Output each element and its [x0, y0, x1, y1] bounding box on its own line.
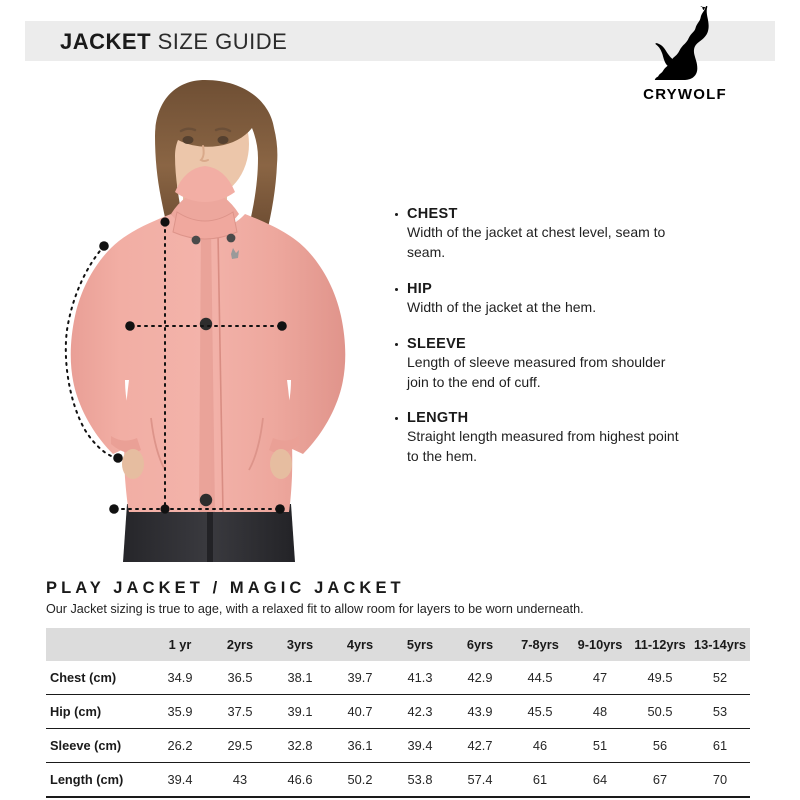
bullet-icon [395, 287, 398, 291]
column-header-5yrs: 5yrs [390, 628, 450, 661]
measure-item-hip: HIP Width of the jacket at the hem. [393, 281, 683, 318]
column-header-6yrs: 6yrs [450, 628, 510, 661]
measure-item-length: LENGTH Straight length measured from hig… [393, 410, 683, 467]
table-row-chest: Chest (cm) 34.9 36.5 38.1 39.7 41.3 42.9… [46, 661, 750, 695]
measure-term-label: LENGTH [407, 410, 469, 427]
cell-chest-4yrs: 39.7 [330, 661, 390, 695]
cell-hip-7-8yrs: 45.5 [510, 694, 570, 729]
cell-length-13-14yrs: 70 [690, 762, 750, 798]
cell-length-4yrs: 50.2 [330, 762, 390, 798]
row-label-hip: Hip (cm) [46, 694, 150, 729]
cell-length-1yr: 39.4 [150, 762, 210, 798]
column-header-3yrs: 3yrs [270, 628, 330, 661]
cell-chest-11-12yrs: 49.5 [630, 661, 690, 695]
right-hand [270, 449, 292, 479]
cell-length-6yrs: 57.4 [450, 762, 510, 798]
bullet-icon [395, 417, 398, 421]
cell-hip-2yrs: 37.5 [210, 694, 270, 729]
bullet-icon [395, 342, 398, 346]
page-title: JACKET SIZE GUIDE [60, 29, 287, 55]
table-row-hip: Hip (cm) 35.9 37.5 39.1 40.7 42.3 43.9 4… [46, 694, 750, 729]
cell-hip-5yrs: 42.3 [390, 694, 450, 729]
left-hand [122, 449, 144, 479]
row-label-length: Length (cm) [46, 762, 150, 798]
cell-length-9-10yrs: 64 [570, 762, 630, 798]
measure-desc-sleeve: Length of sleeve measured from shoulder … [407, 353, 666, 390]
cell-chest-2yrs: 36.5 [210, 661, 270, 695]
cell-hip-4yrs: 40.7 [330, 694, 390, 729]
column-header-4yrs: 4yrs [330, 628, 390, 661]
table-header-row: 1 yr 2yrs 3yrs 4yrs 5yrs 6yrs 7-8yrs 9-1… [46, 628, 750, 661]
jacket-region [70, 166, 346, 513]
header-band [25, 21, 775, 61]
product-heading: PLAY JACKET / MAGIC JACKET [46, 579, 405, 597]
measure-term-hip: HIP [393, 281, 683, 297]
cell-sleeve-7-8yrs: 46 [510, 728, 570, 763]
measure-term-length: LENGTH [393, 410, 683, 426]
measure-term-chest: CHEST [393, 206, 683, 222]
table-row-sleeve: Sleeve (cm) 26.2 29.5 32.8 36.1 39.4 42.… [46, 728, 750, 763]
cell-sleeve-5yrs: 39.4 [390, 728, 450, 763]
table-corner-cell [46, 628, 150, 661]
cell-sleeve-3yrs: 32.8 [270, 728, 330, 763]
size-table: 1 yr 2yrs 3yrs 4yrs 5yrs 6yrs 7-8yrs 9-1… [46, 628, 750, 798]
cell-chest-6yrs: 42.9 [450, 661, 510, 695]
column-header-1yr: 1 yr [150, 628, 210, 661]
bullet-icon [395, 213, 398, 216]
column-header-2yrs: 2yrs [210, 628, 270, 661]
product-note: Our Jacket sizing is true to age, with a… [46, 602, 584, 616]
cell-sleeve-6yrs: 42.7 [450, 728, 510, 763]
cell-hip-3yrs: 39.1 [270, 694, 330, 729]
page-title-strong: JACKET [60, 29, 152, 54]
table-row-length: Length (cm) 39.4 43 46.6 50.2 53.8 57.4 … [46, 762, 750, 798]
cell-chest-1yr: 34.9 [150, 661, 210, 695]
measure-desc-length: Straight length measured from highest po… [407, 428, 679, 465]
measure-term-label: SLEEVE [407, 335, 467, 352]
cell-hip-1yr: 35.9 [150, 694, 210, 729]
brand-name: CRYWOLF [643, 86, 727, 103]
cell-length-5yrs: 53.8 [390, 762, 450, 798]
row-label-chest: Chest (cm) [46, 661, 150, 695]
cell-chest-3yrs: 38.1 [270, 661, 330, 695]
cell-chest-7-8yrs: 44.5 [510, 661, 570, 695]
measurement-overlay [64, 217, 287, 514]
cell-sleeve-1yr: 26.2 [150, 728, 210, 763]
column-header-11-12yrs: 11-12yrs [630, 628, 690, 661]
cell-sleeve-11-12yrs: 56 [630, 728, 690, 763]
measure-item-sleeve: SLEEVE Length of sleeve measured from sh… [393, 336, 683, 393]
cell-length-2yrs: 43 [210, 762, 270, 798]
cell-sleeve-13-14yrs: 61 [690, 728, 750, 763]
measurement-definitions: CHEST Width of the jacket at chest level… [393, 206, 683, 467]
jeans-region [123, 504, 295, 562]
cell-hip-13-14yrs: 53 [690, 694, 750, 729]
product-photo [55, 72, 355, 562]
measure-desc-chest: Width of the jacket at chest level, seam… [407, 224, 666, 260]
measure-term-sleeve: SLEEVE [393, 336, 683, 352]
column-header-9-10yrs: 9-10yrs [570, 628, 630, 661]
howling-wolf-icon [625, 5, 745, 85]
measure-item-chest: CHEST Width of the jacket at chest level… [393, 206, 683, 263]
sleeve-dotted-line [64, 245, 118, 459]
cell-hip-6yrs: 43.9 [450, 694, 510, 729]
cell-length-3yrs: 46.6 [270, 762, 330, 798]
cell-sleeve-4yrs: 36.1 [330, 728, 390, 763]
cell-sleeve-2yrs: 29.5 [210, 728, 270, 763]
column-header-7-8yrs: 7-8yrs [510, 628, 570, 661]
cell-sleeve-9-10yrs: 51 [570, 728, 630, 763]
cell-length-7-8yrs: 61 [510, 762, 570, 798]
row-label-sleeve: Sleeve (cm) [46, 728, 150, 763]
cell-chest-5yrs: 41.3 [390, 661, 450, 695]
cell-chest-9-10yrs: 47 [570, 661, 630, 695]
cell-chest-13-14yrs: 52 [690, 661, 750, 695]
page-title-light: SIZE GUIDE [151, 29, 288, 54]
cell-hip-9-10yrs: 48 [570, 694, 630, 729]
measure-term-label: CHEST [407, 206, 458, 222]
column-header-13-14yrs: 13-14yrs [690, 628, 750, 661]
cell-length-11-12yrs: 67 [630, 762, 690, 798]
measure-term-label: HIP [407, 280, 433, 297]
brand-logo: CRYWOLF [625, 5, 745, 103]
cell-hip-11-12yrs: 50.5 [630, 694, 690, 729]
measure-desc-hip: Width of the jacket at the hem. [407, 298, 597, 315]
